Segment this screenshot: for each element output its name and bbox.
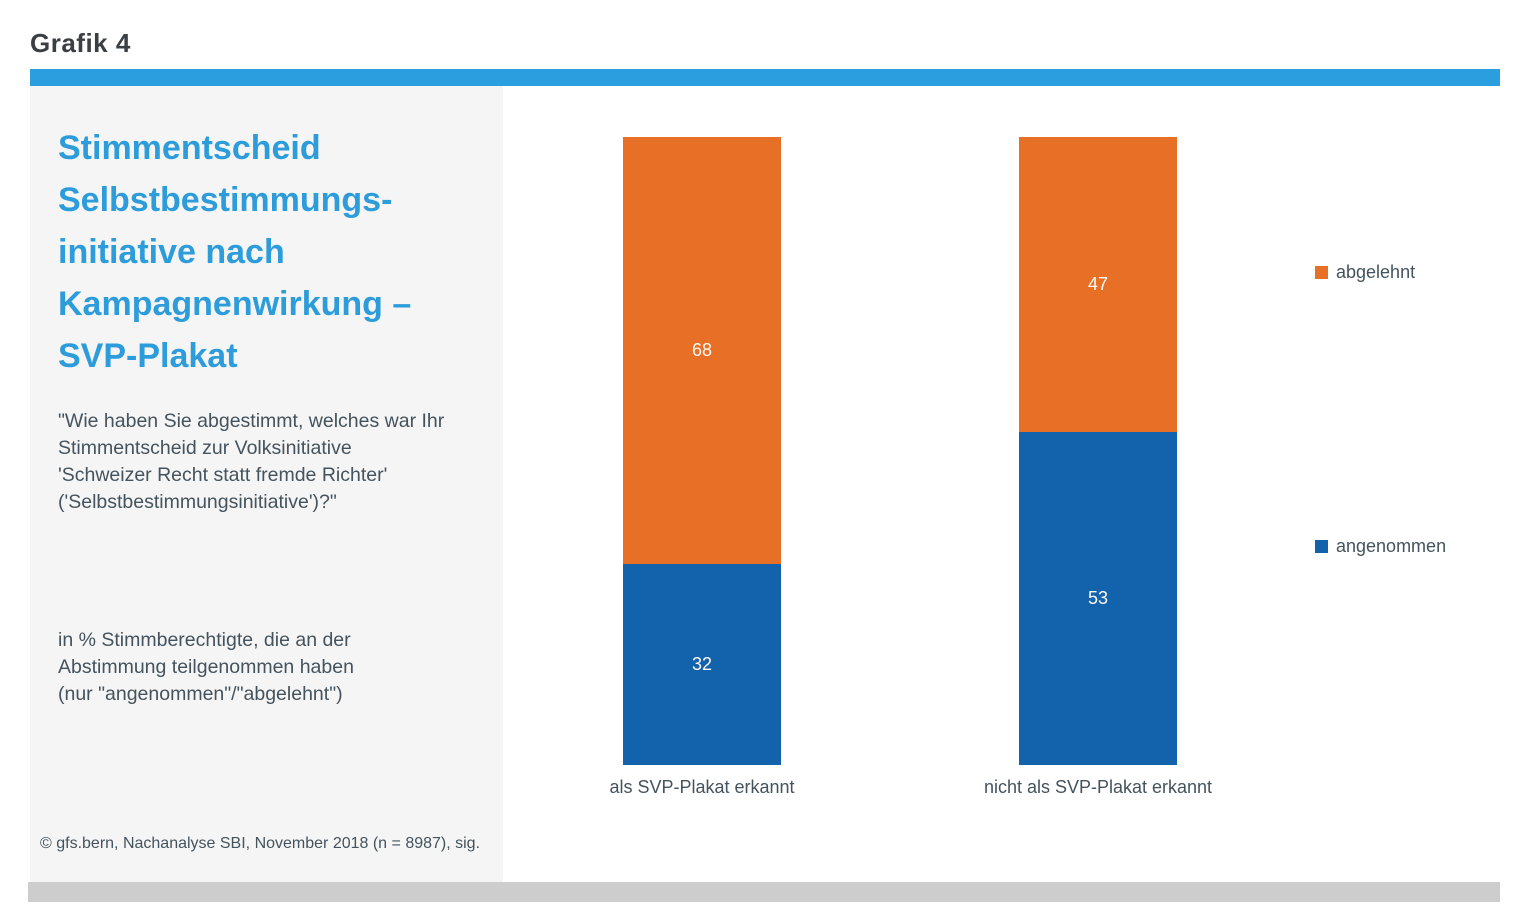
survey-question-line: "Wie haben Sie abgestimmt, welches war I… [58,410,445,432]
legend-item-abgelehnt: abgelehnt [1315,262,1415,283]
legend-item-angenommen: angenommen [1315,536,1446,557]
bar-segment-angenommen: 53 [1019,432,1177,765]
bar-segment-abgelehnt: 68 [623,137,781,565]
legend-label: angenommen [1336,536,1447,556]
bar-value-label: 68 [691,340,713,361]
chart-title-line: Kampagnenwirkung – [58,285,412,323]
bar-segment-abgelehnt: 47 [1019,137,1177,433]
metric-note-line: Abstimmung teilgenommen haben [58,656,354,678]
legend-swatch-abgelehnt-icon [1315,266,1328,279]
category-label: als SVP-Plakat erkannt [609,777,795,797]
legend-label: abgelehnt [1336,262,1416,282]
survey-question: "Wie haben Sie abgestimmt, welches war I… [58,408,498,516]
bar-value-label: 47 [1087,274,1109,295]
bottom-bar [28,882,1500,902]
metric-note: in % Stimmberechtigte, die an der Abstim… [58,627,498,708]
bar-value-label: 32 [691,654,713,674]
stacked-bar-chart: 68 32 47 53 als SVP-Plakat erkannt nicht… [503,86,1500,882]
source-note: © gfs.bern, Nachanalyse SBI, November 20… [40,835,481,852]
info-panel: Stimmentscheid Selbstbestimmungs- initia… [30,86,503,882]
survey-question-line: 'Schweizer Recht statt fremde Richter' [58,464,388,486]
bar-als-svp-plakat-erkannt: 68 32 [623,137,781,765]
metric-note-line: (nur "angenommen"/"abgelehnt") [58,683,343,705]
category-label: nicht als SVP-Plakat erkannt [983,777,1213,797]
chart-title-line: initiative nach [58,233,285,271]
figure-heading: Grafik 4 [30,28,131,58]
survey-question-line: Stimmentscheid zur Volksinitiative [58,437,352,459]
chart-title: Stimmentscheid Selbstbestimmungs- initia… [58,122,411,382]
legend-swatch-angenommen-icon [1315,540,1328,553]
bar-segment-angenommen: 32 [623,564,781,765]
chart-title-line: Stimmentscheid [58,129,321,167]
bar-value-label: 53 [1087,588,1109,609]
chart-title-line: SVP-Plakat [58,337,238,375]
metric-note-line: in % Stimmberechtigte, die an der [58,629,351,651]
chart-title-line: Selbstbestimmungs- [58,181,393,219]
accent-bar [30,69,1500,86]
bar-nicht-als-svp-plakat-erkannt: 47 53 [1019,137,1177,765]
survey-question-line: ('Selbstbestimmungsinitiative')?" [58,491,337,513]
